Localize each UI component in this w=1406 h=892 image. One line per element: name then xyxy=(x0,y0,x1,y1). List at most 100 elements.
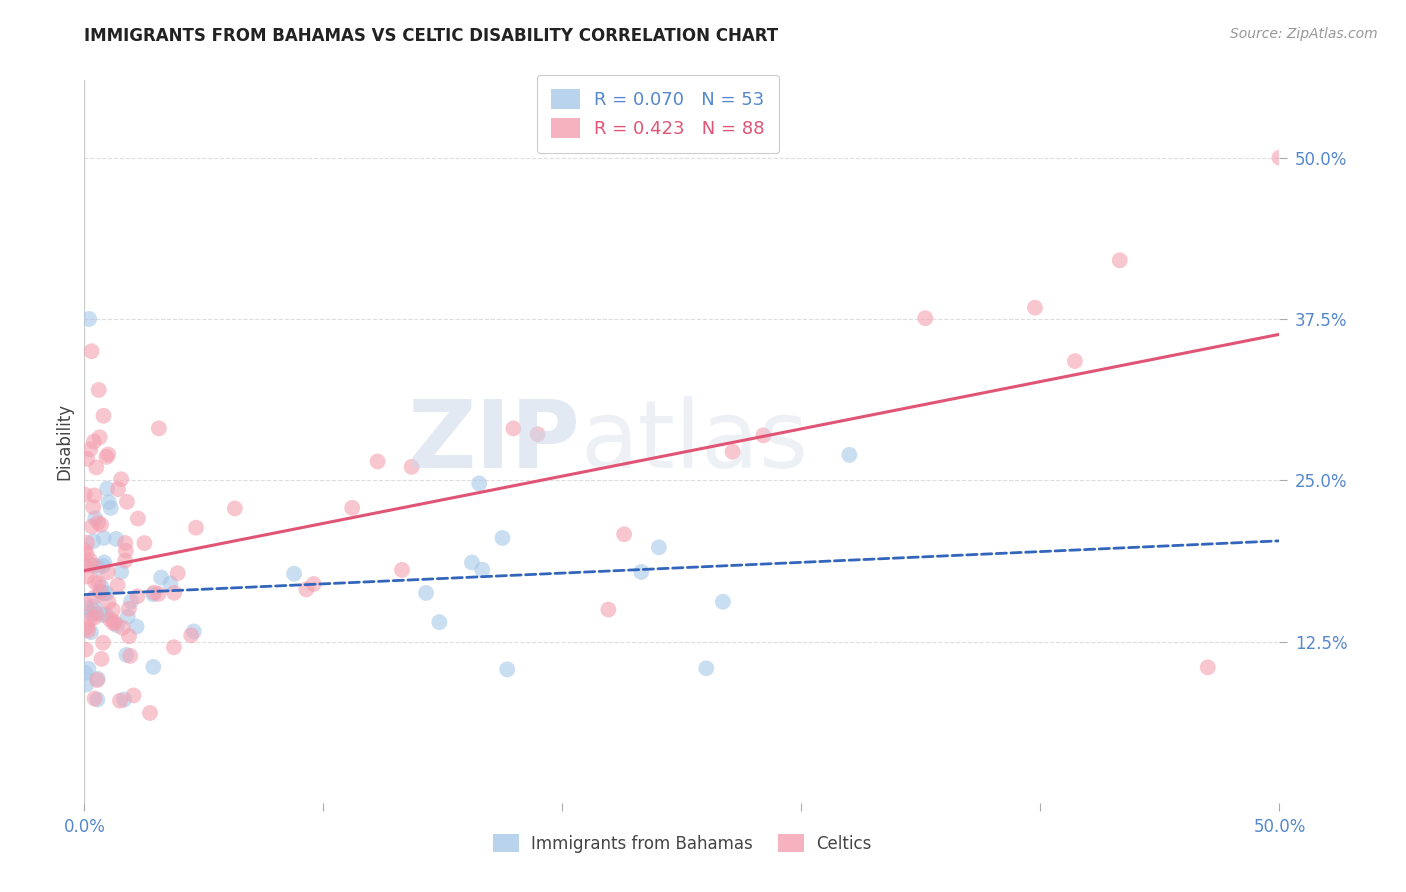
Point xyxy=(96,450,118,464)
Point xyxy=(77,624,100,638)
Point xyxy=(83,610,105,624)
Point xyxy=(120,648,142,663)
Point xyxy=(79,442,101,457)
Point xyxy=(114,536,136,550)
Point xyxy=(93,409,115,423)
Point xyxy=(1197,660,1219,674)
Point xyxy=(1108,253,1130,268)
Point xyxy=(90,580,112,594)
Point xyxy=(148,421,170,435)
Point xyxy=(302,577,325,591)
Point xyxy=(183,624,205,639)
Point xyxy=(502,421,524,435)
Point xyxy=(82,534,104,549)
Point xyxy=(83,558,105,573)
Point xyxy=(117,609,139,624)
Point xyxy=(105,532,128,546)
Point xyxy=(115,648,138,662)
Point xyxy=(491,531,513,545)
Point xyxy=(367,454,389,468)
Point xyxy=(468,476,491,491)
Point xyxy=(91,558,114,573)
Point xyxy=(180,628,202,642)
Point xyxy=(97,495,120,509)
Point xyxy=(75,665,97,680)
Point xyxy=(80,558,103,573)
Y-axis label: Disability: Disability xyxy=(55,403,73,480)
Point xyxy=(914,311,936,326)
Point xyxy=(73,558,96,573)
Point xyxy=(401,459,423,474)
Point xyxy=(613,527,636,541)
Point xyxy=(77,312,100,326)
Point xyxy=(76,620,98,634)
Point xyxy=(143,585,166,599)
Point xyxy=(79,613,101,627)
Point xyxy=(120,594,142,608)
Point xyxy=(166,566,188,581)
Point xyxy=(283,566,305,581)
Point xyxy=(184,521,207,535)
Point xyxy=(295,582,318,597)
Point xyxy=(76,536,98,550)
Point xyxy=(471,563,494,577)
Point xyxy=(105,618,128,632)
Point xyxy=(101,603,124,617)
Point xyxy=(76,569,98,583)
Point xyxy=(340,500,363,515)
Legend: Immigrants from Bahamas, Celtics: Immigrants from Bahamas, Celtics xyxy=(486,828,877,860)
Point xyxy=(97,447,120,461)
Point xyxy=(83,434,105,449)
Point xyxy=(163,586,186,600)
Point xyxy=(89,430,111,444)
Point xyxy=(695,661,717,675)
Point xyxy=(391,563,413,577)
Point xyxy=(110,472,132,486)
Point xyxy=(598,602,620,616)
Text: IMMIGRANTS FROM BAHAMAS VS CELTIC DISABILITY CORRELATION CHART: IMMIGRANTS FROM BAHAMAS VS CELTIC DISABI… xyxy=(84,27,779,45)
Point xyxy=(97,595,120,609)
Point xyxy=(73,487,96,501)
Point xyxy=(86,460,108,475)
Point xyxy=(83,488,105,502)
Point xyxy=(87,560,110,574)
Point xyxy=(75,597,97,611)
Point xyxy=(76,451,98,466)
Point xyxy=(107,482,129,496)
Point xyxy=(127,511,149,525)
Point xyxy=(83,599,105,614)
Text: ZIP: ZIP xyxy=(408,395,581,488)
Point xyxy=(96,482,118,496)
Point xyxy=(84,575,107,590)
Point xyxy=(139,706,162,720)
Point xyxy=(83,590,105,604)
Point xyxy=(96,586,118,600)
Point xyxy=(461,556,484,570)
Point xyxy=(142,660,165,674)
Point xyxy=(125,619,148,633)
Point xyxy=(86,673,108,687)
Point xyxy=(159,576,181,591)
Text: Source: ZipAtlas.com: Source: ZipAtlas.com xyxy=(1230,27,1378,41)
Point xyxy=(711,595,734,609)
Point xyxy=(94,607,117,622)
Point xyxy=(721,444,744,458)
Point xyxy=(838,448,860,462)
Point xyxy=(76,546,98,560)
Point xyxy=(77,662,100,676)
Point xyxy=(112,692,135,706)
Point xyxy=(75,600,97,615)
Point xyxy=(87,576,110,591)
Point xyxy=(150,570,173,584)
Point xyxy=(103,615,125,630)
Point xyxy=(224,501,246,516)
Point xyxy=(93,556,115,570)
Point xyxy=(83,604,105,618)
Point xyxy=(114,553,136,567)
Point xyxy=(1024,301,1046,315)
Point xyxy=(84,511,107,525)
Point xyxy=(148,587,170,601)
Point xyxy=(87,672,110,686)
Point xyxy=(97,566,120,580)
Point xyxy=(163,640,186,655)
